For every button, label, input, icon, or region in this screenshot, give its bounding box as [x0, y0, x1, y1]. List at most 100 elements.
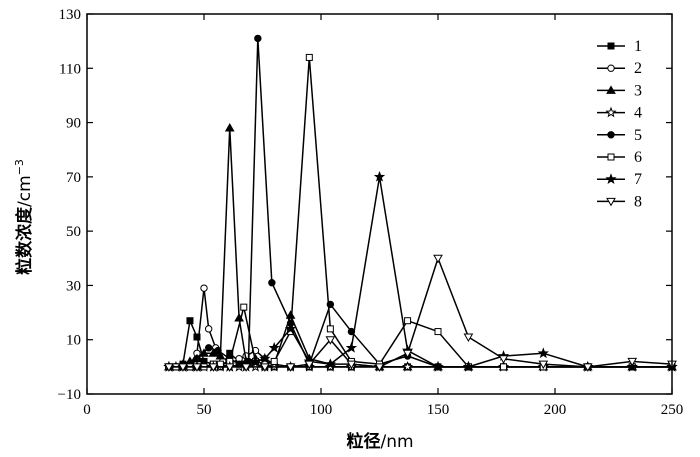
data-point	[204, 325, 213, 333]
data-point	[186, 317, 194, 325]
y-axis-title-unit: /cm	[15, 175, 35, 207]
data-point	[432, 360, 444, 372]
data-point	[192, 363, 202, 372]
y-tick-label: 50	[66, 224, 81, 240]
data-point	[268, 279, 276, 287]
data-point	[500, 363, 508, 371]
x-tick-label: 0	[83, 402, 91, 418]
y-tick-label: 90	[66, 116, 81, 132]
y-tick-label: 70	[66, 170, 81, 186]
y-axis-title-text: 粒数浓度	[14, 206, 35, 275]
data-point	[214, 346, 222, 355]
y-tick-label: 110	[59, 61, 81, 77]
data-point	[463, 333, 474, 343]
legend-entry: 8	[597, 193, 642, 210]
x-axis-title-unit: /nm	[380, 432, 413, 452]
data-point	[582, 363, 593, 372]
data-point	[208, 363, 219, 372]
data-point	[193, 333, 201, 341]
x-axis-title-text: 粒径	[346, 431, 380, 452]
legend-marker	[607, 64, 615, 72]
data-point	[402, 349, 413, 359]
series-layer	[163, 34, 678, 372]
series-line	[168, 37, 672, 368]
data-point	[345, 341, 358, 353]
legend-label: 7	[634, 171, 642, 188]
legend-marker	[607, 42, 615, 50]
data-point	[538, 360, 549, 370]
x-tick-label: 150	[427, 402, 450, 418]
legend-entry: 5	[597, 127, 642, 144]
legend-label: 8	[634, 193, 642, 210]
data-point	[304, 360, 315, 370]
legend-entry: 7	[597, 171, 642, 188]
legend-label: 2	[634, 60, 642, 77]
data-point	[224, 122, 235, 132]
series-line	[168, 176, 672, 368]
x-tick-label: 250	[661, 402, 684, 418]
series-line	[168, 56, 672, 368]
data-point	[285, 310, 296, 319]
data-point	[404, 317, 412, 325]
series-8	[164, 254, 677, 372]
data-point	[268, 341, 280, 353]
data-point	[284, 322, 297, 334]
data-point	[178, 363, 188, 372]
legend-entry: 6	[597, 149, 642, 166]
data-point	[200, 284, 208, 292]
data-point	[401, 360, 414, 372]
legend-marker	[606, 197, 616, 207]
y-tick-label: 10	[66, 333, 81, 349]
x-tick-label: 100	[310, 402, 333, 418]
data-point	[627, 357, 638, 367]
data-point	[346, 360, 357, 370]
data-point	[537, 347, 549, 359]
data-point	[498, 355, 509, 364]
legend-marker	[605, 106, 617, 118]
data-point	[259, 363, 270, 372]
legend-label: 1	[634, 38, 642, 55]
data-point	[462, 360, 475, 372]
data-point	[326, 325, 334, 333]
x-axis-ticks: 0 50 100 150 200 250	[83, 14, 683, 418]
legend-label: 3	[634, 82, 642, 99]
data-point	[164, 363, 174, 372]
data-point	[270, 357, 278, 365]
series-line	[168, 127, 672, 368]
data-point	[204, 344, 213, 352]
data-point	[254, 34, 262, 43]
data-point	[325, 336, 336, 345]
data-point	[224, 363, 235, 372]
x-tick-label: 50	[197, 402, 212, 418]
legend-label: 6	[634, 149, 642, 166]
data-point	[240, 303, 248, 311]
legend-marker	[607, 153, 615, 161]
data-point	[434, 328, 442, 336]
legend-marker	[606, 85, 616, 94]
y-axis-title-exponent: −3	[13, 159, 26, 175]
data-point	[305, 53, 313, 61]
data-point	[374, 363, 385, 372]
series-6	[165, 53, 676, 371]
data-point	[373, 170, 386, 182]
data-point	[324, 358, 336, 369]
data-point	[215, 350, 226, 360]
legend-label: 4	[634, 105, 642, 122]
legend: 1 2 3 4 5 6 7 8	[597, 38, 642, 210]
x-axis-title: 粒径/nm	[346, 431, 413, 452]
plot-frame	[86, 13, 673, 395]
data-point	[249, 355, 262, 367]
y-tick-label: 130	[59, 7, 82, 23]
legend-label: 5	[634, 127, 642, 144]
data-point	[433, 254, 443, 264]
y-axis-ticks: −10 10 30 50 70 90 110 130	[58, 7, 672, 403]
data-point	[241, 363, 251, 372]
legend-marker	[605, 173, 617, 184]
x-tick-label: 200	[544, 402, 567, 418]
data-point	[285, 363, 296, 372]
legend-entry: 4	[597, 105, 642, 122]
y-tick-label: −10	[58, 387, 81, 403]
legend-entry: 2	[597, 60, 642, 77]
series-3	[164, 122, 677, 371]
